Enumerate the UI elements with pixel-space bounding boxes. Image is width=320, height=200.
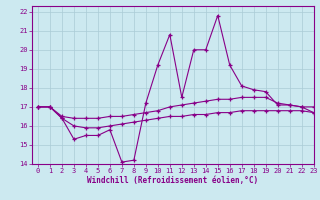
X-axis label: Windchill (Refroidissement éolien,°C): Windchill (Refroidissement éolien,°C) bbox=[87, 176, 258, 185]
